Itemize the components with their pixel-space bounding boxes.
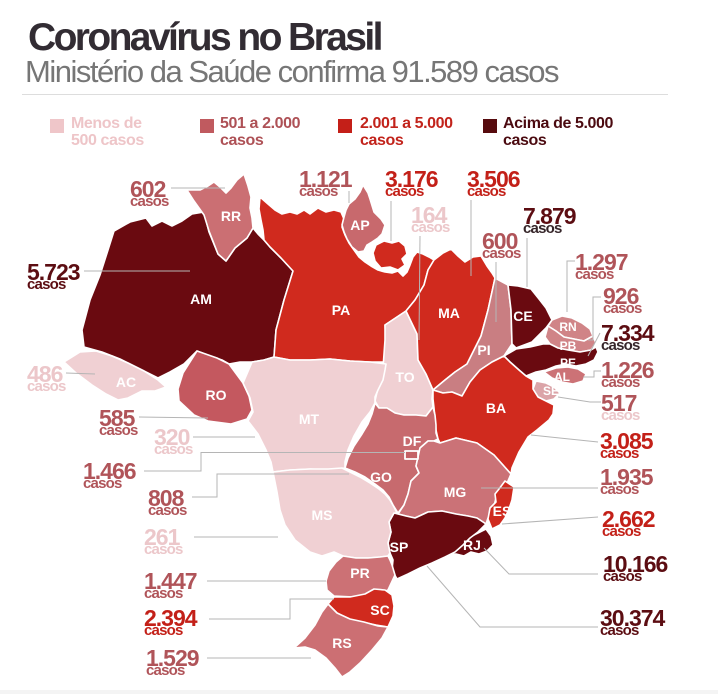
svg-text:SE: SE [543, 384, 559, 398]
svg-text:SP: SP [390, 539, 409, 555]
svg-text:PA: PA [332, 302, 350, 318]
svg-text:GO: GO [370, 469, 392, 485]
svg-text:RR: RR [221, 208, 241, 224]
svg-text:MG: MG [444, 484, 467, 500]
svg-text:MA: MA [438, 305, 460, 321]
svg-text:DF: DF [403, 433, 422, 449]
svg-text:PE: PE [560, 356, 576, 370]
svg-text:RS: RS [332, 635, 351, 651]
svg-text:MT: MT [299, 411, 320, 427]
svg-text:TO: TO [395, 369, 414, 385]
svg-text:PR: PR [350, 565, 369, 581]
svg-text:RO: RO [206, 387, 227, 403]
svg-text:RN: RN [559, 320, 576, 334]
svg-text:MS: MS [312, 507, 333, 523]
svg-text:ES: ES [493, 503, 512, 519]
svg-text:SC: SC [370, 602, 389, 618]
svg-text:RJ: RJ [463, 537, 481, 553]
svg-text:AP: AP [350, 217, 369, 233]
svg-text:CE: CE [513, 308, 532, 324]
svg-text:AL: AL [554, 370, 570, 384]
svg-text:BA: BA [486, 400, 506, 416]
svg-text:AC: AC [116, 374, 136, 390]
svg-text:PB: PB [560, 339, 577, 353]
svg-text:PI: PI [477, 342, 490, 358]
svg-text:AM: AM [190, 291, 212, 307]
